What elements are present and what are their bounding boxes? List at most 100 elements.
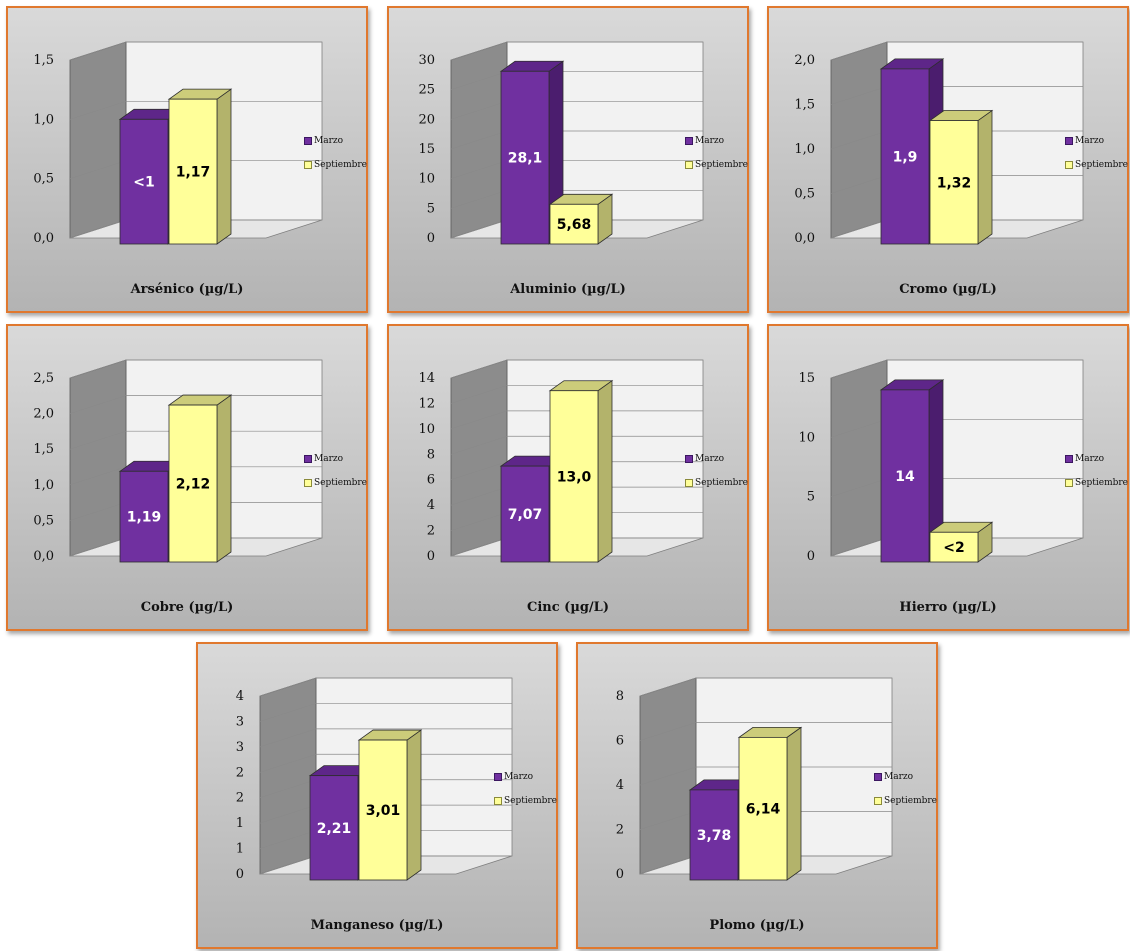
chart-svg: 0 2 4 6 8 10 12 14 7,07 13,0 [418,359,704,564]
legend-item-marzo: Marzo [304,453,367,465]
chart-title: Cinc (µg/L) [527,600,609,615]
legend-swatch-septiembre [1065,479,1073,487]
legend-item-marzo: Marzo [304,135,367,147]
legend-swatch-marzo [1065,455,1073,463]
y-tick-label: 20 [418,112,435,127]
y-tick-label: 2,0 [33,407,54,422]
legend-swatch-marzo [494,773,502,781]
y-tick-label: 4 [427,498,435,513]
data-label-marzo: 14 [895,469,915,485]
legend: Marzo Septiembre [304,453,367,501]
data-label-marzo: 1,9 [893,149,918,165]
y-tick-label: 0 [236,867,244,882]
legend-item-septiembre: Septiembre [304,159,367,171]
bar-side-septiembre [597,379,613,563]
bar-side-septiembre [786,726,802,881]
y-tick-label: 0,0 [794,231,815,246]
legend-swatch-septiembre [304,479,312,487]
legend-item-marzo: Marzo [1065,453,1128,465]
y-tick-label: 8 [616,689,624,704]
side-wall [450,359,508,557]
y-tick-label: 5 [427,201,435,216]
y-tick-label: 2 [427,524,435,539]
bar-marzo [119,118,169,245]
chart-svg: 0 5 10 15 20 25 30 28,1 5,68 [418,41,704,246]
legend-label-septiembre: Septiembre [695,478,748,488]
chart-panel-arsenico: 0,0 0,5 1,0 1,5 <1 1,17 Marzo Septiembre Arsé… [6,6,368,313]
legend: Marzo Septiembre [685,135,748,183]
data-label-marzo: <1 [133,175,154,191]
y-tick-label: 1,5 [33,53,54,68]
gridline [69,359,322,379]
y-tick-label: 2 [236,791,244,806]
bar-septiembre [738,736,788,881]
legend: Marzo Septiembre [1065,135,1128,183]
data-label-marzo: 28,1 [508,151,543,167]
data-label-septiembre: 1,17 [176,165,211,181]
y-tick-label: 1,0 [794,142,815,157]
chart-title: Aluminio (µg/L) [510,282,626,297]
gridline [69,430,322,450]
legend-item-septiembre: Septiembre [494,795,557,807]
legend-swatch-septiembre [685,161,693,169]
chart-panel-plomo: 0 2 4 6 8 3,78 6,14 Marzo Septiembre Plomo (µg… [576,642,938,949]
y-tick-label: 0,5 [794,187,815,202]
y-tick-label: 3 [236,714,244,729]
legend: Marzo Septiembre [1065,453,1128,501]
bar-septiembre [168,98,218,245]
legend-swatch-marzo [685,455,693,463]
bar-marzo [309,775,359,881]
legend-swatch-marzo [304,455,312,463]
y-tick-label: 4 [616,778,624,793]
y-tick-label: 0 [616,867,624,882]
gridline [259,728,512,748]
y-tick-label: 0,5 [33,172,54,187]
legend-item-septiembre: Septiembre [1065,477,1128,489]
legend-swatch-marzo [874,773,882,781]
data-label-marzo: 2,21 [317,821,352,837]
legend: Marzo Septiembre [494,771,557,819]
y-tick-label: 1,0 [33,478,54,493]
y-tick-label: 10 [798,430,815,445]
chart-title: Plomo (µg/L) [709,918,805,933]
y-tick-label: 10 [418,172,435,187]
gridline [259,677,512,697]
gridline [450,385,703,404]
bar-septiembre [549,203,599,245]
legend-label-septiembre: Septiembre [314,478,367,488]
legend-item-septiembre: Septiembre [304,477,367,489]
bar-marzo [689,789,739,881]
legend-label-septiembre: Septiembre [314,160,367,170]
legend-label-septiembre: Septiembre [695,160,748,170]
gridline [639,766,892,786]
legend-label-septiembre: Septiembre [1075,160,1128,170]
data-label-marzo: 1,19 [127,510,162,526]
legend-item-septiembre: Septiembre [685,159,748,171]
y-tick-label: 5 [807,490,815,505]
gridline [450,435,703,455]
chart-svg: 0,0 0,5 1,0 1,5 2,0 1,9 1,32 [794,41,1084,246]
bar-side-septiembre [216,88,232,245]
bar-septiembre [168,404,218,563]
legend-label-marzo: Marzo [1075,454,1105,464]
bar-septiembre [358,739,408,881]
side-wall [69,41,127,239]
gridline [450,41,703,61]
data-label-marzo: 3,78 [697,828,732,844]
y-tick-label: 12 [418,396,435,411]
y-tick-label: 10 [418,422,435,437]
bar-marzo [880,389,930,563]
bar-marzo [880,68,930,245]
legend-label-marzo: Marzo [1075,136,1105,146]
chart-svg: 0 1 1 2 2 3 3 4 2,21 3,01 [236,677,513,882]
legend-item-septiembre: Septiembre [1065,159,1128,171]
data-label-septiembre: 5,68 [557,217,592,233]
chart-title: Cobre (µg/L) [140,600,234,615]
data-label-septiembre: 2,12 [176,477,211,493]
data-label-septiembre: 6,14 [746,802,781,818]
bar-side-septiembre [216,394,232,563]
chart-panel-manganeso: 0 1 1 2 2 3 3 4 2,21 3,01 Marzo Septiembre Mangan… [196,642,558,949]
bar-marzo [500,465,550,563]
legend: Marzo Septiembre [304,135,367,183]
y-tick-label: 30 [418,53,435,68]
